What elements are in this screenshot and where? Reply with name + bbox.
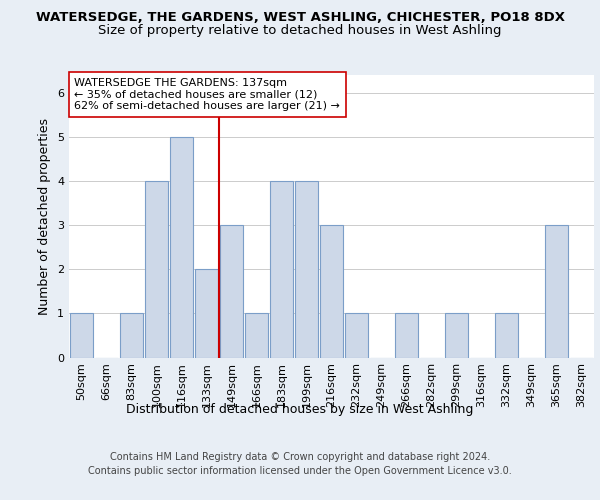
Bar [120, 314, 143, 358]
Bar [70, 314, 93, 358]
Bar [220, 225, 243, 358]
Bar [245, 314, 268, 358]
Text: Size of property relative to detached houses in West Ashling: Size of property relative to detached ho… [98, 24, 502, 37]
Bar [170, 137, 193, 358]
Bar [445, 314, 468, 358]
Bar [345, 314, 368, 358]
Y-axis label: Number of detached properties: Number of detached properties [38, 118, 52, 315]
Bar [270, 181, 293, 358]
Text: WATERSEDGE THE GARDENS: 137sqm
← 35% of detached houses are smaller (12)
62% of : WATERSEDGE THE GARDENS: 137sqm ← 35% of … [74, 78, 340, 111]
Text: WATERSEDGE, THE GARDENS, WEST ASHLING, CHICHESTER, PO18 8DX: WATERSEDGE, THE GARDENS, WEST ASHLING, C… [35, 11, 565, 24]
Text: Contains HM Land Registry data © Crown copyright and database right 2024.: Contains HM Land Registry data © Crown c… [110, 452, 490, 462]
Bar [495, 314, 518, 358]
Bar [195, 269, 218, 358]
Bar [320, 225, 343, 358]
Bar [295, 181, 318, 358]
Bar [545, 225, 568, 358]
Text: Contains public sector information licensed under the Open Government Licence v3: Contains public sector information licen… [88, 466, 512, 476]
Bar [395, 314, 418, 358]
Bar [145, 181, 168, 358]
Text: Distribution of detached houses by size in West Ashling: Distribution of detached houses by size … [127, 402, 473, 415]
